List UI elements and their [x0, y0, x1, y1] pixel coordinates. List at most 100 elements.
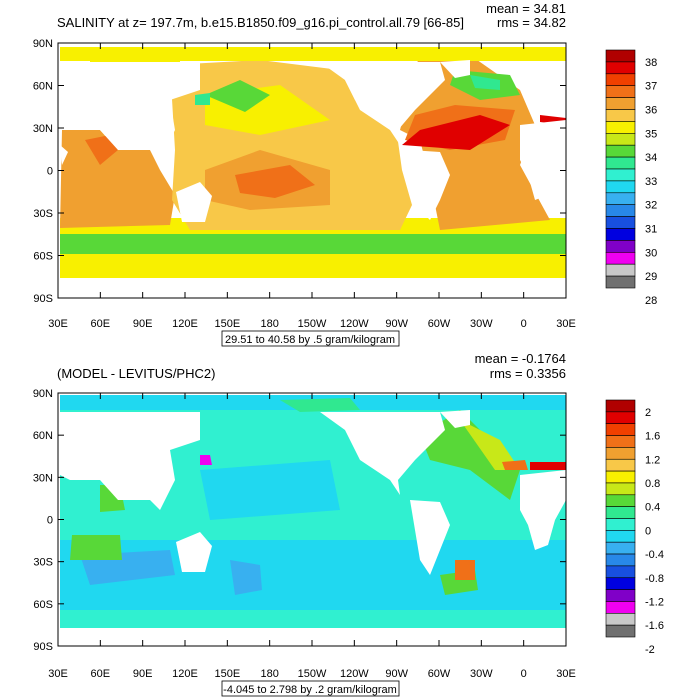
x-tick-label: 60W — [428, 668, 451, 680]
salinity-title: SALINITY at z= 197.7m, b.e15.B1850.f09_g… — [57, 15, 464, 30]
y-tick-label: 0 — [47, 166, 53, 178]
colorbar-label: 28 — [645, 295, 657, 307]
difference-colorbar: 2 1.6 1.2 0.8 0.4 0 -0.4 -0.8 -1.2 -1.6 -2 — [605, 399, 664, 656]
x-tick-label: 180 — [260, 318, 278, 330]
x-tick-label: 60E — [91, 668, 111, 680]
colorbar-label: -1.2 — [645, 596, 664, 608]
colorbar-swatch — [605, 447, 636, 460]
x-tick-label: 90E — [133, 318, 153, 330]
colorbar-swatch — [605, 458, 636, 472]
x-tick-label: 120E — [172, 668, 198, 680]
x-tick-label: 150E — [214, 668, 240, 680]
x-tick-label: 30E — [556, 318, 576, 330]
colorbar-swatch — [605, 565, 636, 579]
y-tick-label: 90S — [33, 641, 53, 653]
colorbar-swatch — [605, 435, 636, 448]
salinity-rms: rms = 34.82 — [497, 15, 566, 30]
x-tick-label: 90W — [385, 318, 408, 330]
colorbar-label: 2 — [645, 407, 651, 419]
salinity-colorbar: 38 37 36 35 34 33 32 31 30 29 28 — [605, 49, 657, 307]
y-tick-label: 0 — [47, 515, 53, 527]
difference-contour-info: -4.045 to 2.798 by .2 gram/kilogram — [223, 684, 397, 696]
colorbar-label: 0.4 — [645, 502, 660, 514]
colorbar-label: 1.6 — [645, 431, 660, 443]
x-tick-label: 150E — [214, 318, 240, 330]
colorbar-label: 35 — [645, 128, 657, 140]
colorbar-swatch — [605, 423, 636, 436]
colorbar-swatch — [605, 577, 636, 590]
colorbar-label: 30 — [645, 247, 657, 259]
difference-mean: mean = -0.1764 — [475, 351, 566, 366]
difference-title: (MODEL - LEVITUS/PHC2) — [57, 366, 215, 381]
x-tick-label: 150W — [298, 318, 327, 330]
colorbar-label: 0.8 — [645, 478, 660, 490]
colorbar-swatch — [605, 49, 636, 63]
x-tick-label: 60W — [428, 318, 451, 330]
colorbar-swatch — [605, 263, 636, 277]
colorbar-swatch — [605, 85, 636, 98]
colorbar-swatch — [605, 518, 636, 531]
x-tick-label: 0 — [521, 318, 527, 330]
colorbar-label: 32 — [645, 200, 657, 212]
salinity-contour-info: 29.51 to 40.58 by .5 gram/kilogram — [225, 334, 395, 346]
x-tick-label: 120W — [340, 318, 369, 330]
colorbar-swatch — [605, 61, 636, 75]
colorbar-swatch — [605, 204, 636, 217]
difference-x-axis: 30E 60E 90E 120E 150E 180 150W 120W 90W 60W 30W 0 30… — [48, 393, 576, 680]
colorbar-swatch — [605, 470, 636, 484]
y-tick-label: 60S — [33, 599, 53, 611]
x-tick-label: 90E — [133, 668, 153, 680]
y-tick-label: 90S — [33, 293, 53, 305]
salinity-indian-ocean — [60, 130, 175, 228]
colorbar-swatch — [605, 494, 636, 507]
salinity-acc-band — [60, 234, 566, 254]
colorbar-label: 34 — [645, 152, 657, 164]
colorbar-label: 33 — [645, 176, 657, 188]
colorbar-swatch — [605, 144, 636, 158]
colorbar-swatch — [605, 589, 636, 602]
difference-contour-info-box — [221, 680, 400, 697]
salinity-panel: SALINITY at z= 197.7m, b.e15.B1850.f09_g… — [33, 1, 657, 347]
salinity-contour-info-box — [221, 330, 400, 347]
salinity-map — [58, 43, 566, 298]
colorbar-swatch — [605, 553, 636, 567]
colorbar-label: 37 — [645, 81, 657, 93]
colorbar-swatch — [605, 180, 636, 194]
colorbar-swatch — [605, 252, 636, 265]
x-tick-label: 30E — [556, 668, 576, 680]
colorbar-swatch — [605, 624, 636, 638]
x-tick-label: 120W — [340, 668, 369, 680]
colorbar-swatch — [605, 399, 636, 413]
colorbar-label: 0 — [645, 525, 651, 537]
x-tick-label: 30E — [48, 318, 68, 330]
colorbar-swatch — [605, 506, 636, 519]
colorbar-swatch — [605, 109, 636, 122]
colorbar-label: -0.8 — [645, 573, 664, 585]
x-tick-label: 90W — [385, 668, 408, 680]
colorbar-swatch — [605, 121, 636, 134]
colorbar-swatch — [605, 97, 636, 110]
x-tick-label: 150W — [298, 668, 327, 680]
colorbar-swatch — [605, 482, 636, 496]
colorbar-swatch — [605, 541, 636, 555]
colorbar-label: 1.2 — [645, 454, 660, 466]
difference-y-axis: 90N 60N 30N 0 30S 60S 90S — [33, 388, 566, 653]
x-tick-label: 60E — [91, 318, 111, 330]
difference-panel: (MODEL - LEVITUS/PHC2) mean = -0.1764 rm… — [33, 351, 664, 697]
colorbar-label: 31 — [645, 224, 657, 236]
colorbar-swatch — [605, 240, 636, 253]
colorbar-swatch — [605, 216, 636, 229]
colorbar-swatch — [605, 228, 636, 241]
salinity-x-axis: 30E 60E 90E 120E 150E 180 150W 120W 90W 60W 30W 0 30… — [48, 43, 576, 330]
colorbar-swatch — [605, 192, 636, 206]
colorbar-swatch — [605, 156, 636, 170]
colorbar-label: -0.4 — [645, 549, 664, 561]
x-tick-label: 120E — [172, 318, 198, 330]
difference-land — [60, 410, 566, 646]
x-tick-label: 30W — [470, 668, 493, 680]
colorbar-swatch — [605, 73, 636, 87]
x-tick-label: 180 — [260, 668, 278, 680]
x-tick-label: 0 — [521, 668, 527, 680]
colorbar-label: 29 — [645, 271, 657, 283]
